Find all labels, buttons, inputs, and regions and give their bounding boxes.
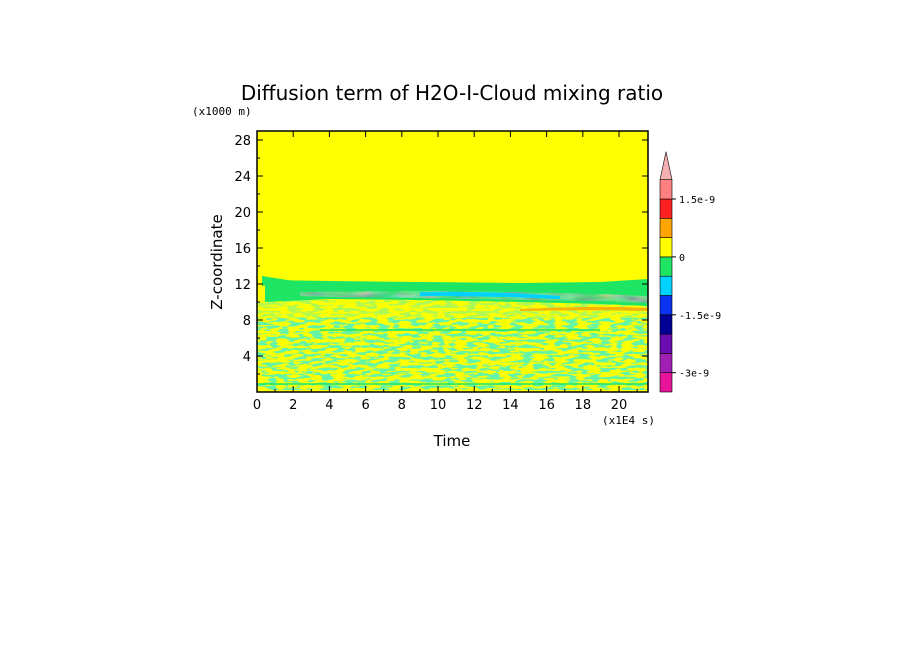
- colorbar-label: -3e-9: [679, 369, 709, 380]
- cloud-band-core-solid: [420, 291, 560, 299]
- y-tick-label: 4: [243, 350, 251, 365]
- colorbar-swatch: [659, 314, 673, 335]
- x-tick-label: 16: [538, 398, 555, 413]
- x-axis-label: Time: [433, 432, 471, 450]
- x-tick-label: 8: [398, 398, 406, 413]
- plot-frame: [256, 130, 649, 393]
- x-tick-label: 14: [502, 398, 519, 413]
- x-tick-label: 12: [466, 398, 483, 413]
- chart-title: Diffusion term of H2O-I-Cloud mixing rat…: [241, 81, 663, 105]
- x-tick-label: 2: [289, 398, 297, 413]
- colorbar-swatch: [659, 218, 673, 238]
- colorbar-swatch: [659, 295, 673, 316]
- lower-speckle-layer: [257, 318, 648, 390]
- y-tick-label: 8: [243, 314, 251, 329]
- upper-speckle-layer: [257, 300, 648, 320]
- heatmap-field: [257, 131, 648, 392]
- x-tick-label: 6: [361, 398, 369, 413]
- y-unit-label: (x1000 m): [192, 105, 252, 118]
- colorbar: 1.5e-9 0 -1.5e-9 -3e-9: [659, 151, 721, 393]
- colorbar-swatch: [659, 179, 673, 200]
- y-tick-label: 28: [234, 134, 251, 149]
- y-tick-label: 24: [234, 170, 251, 185]
- colorbar-label: 1.5e-9: [679, 195, 715, 206]
- cloud-band-core: [300, 291, 648, 303]
- colorbar-swatch: [659, 198, 673, 219]
- x-unit-label: (x1E4 s): [602, 414, 655, 427]
- x-tick-label: 20: [611, 398, 628, 413]
- y-tick-label: 20: [234, 206, 251, 221]
- colorbar-swatch: [659, 237, 673, 258]
- colorbar-swatch: [659, 275, 673, 296]
- y-tick-label: 16: [234, 242, 251, 257]
- colorbar-swatch: [659, 372, 673, 393]
- x-tick-label: 0: [253, 398, 261, 413]
- x-tick-label: 18: [575, 398, 592, 413]
- y-tick-label: 12: [234, 278, 251, 293]
- band-top-edge: [262, 276, 300, 286]
- colorbar-swatch: [659, 353, 673, 373]
- colorbar-swatch: [659, 333, 673, 354]
- x-tick-label: 10: [430, 398, 447, 413]
- x-tick-label: 4: [325, 398, 333, 413]
- y-axis: 4 8 12 16 20 24 28: [234, 134, 648, 375]
- colorbar-extend-arrow: [659, 151, 673, 180]
- y-axis-label: Z-coordinate: [208, 214, 226, 309]
- colorbar-swatch: [659, 256, 673, 277]
- positive-streak: [520, 306, 648, 311]
- colorbar-label: 0: [679, 253, 685, 264]
- x-axis: 0 2 4 6 8 10 12 14 16 18 20: [253, 131, 638, 413]
- colorbar-label: -1.5e-9: [679, 311, 721, 322]
